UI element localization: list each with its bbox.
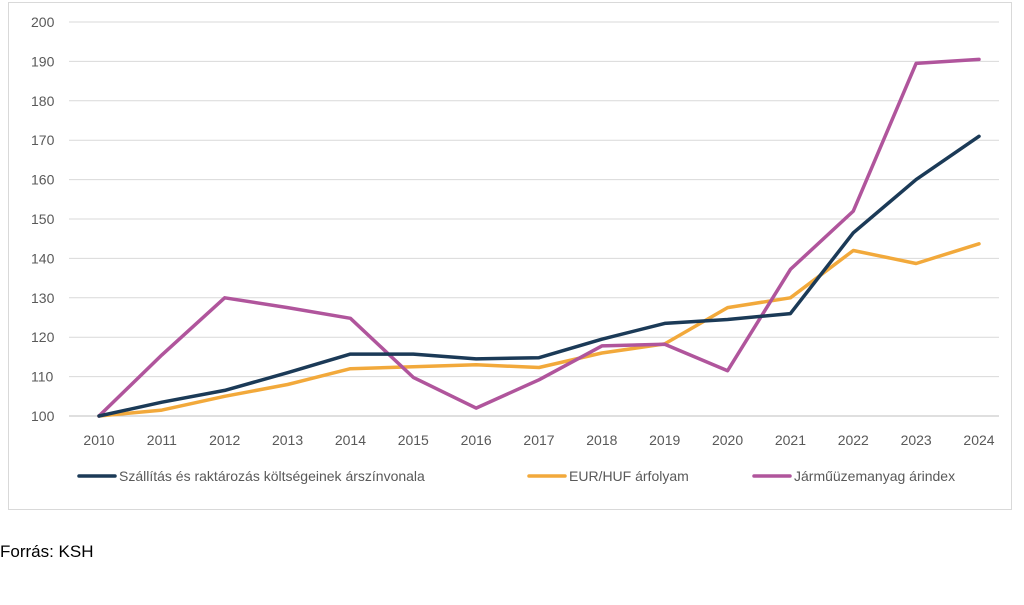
data-point-s0-2010 bbox=[98, 415, 101, 418]
data-point-s1-2014 bbox=[349, 367, 352, 370]
source-note: Forrás: KSH bbox=[0, 542, 94, 561]
data-point-s0-2011 bbox=[160, 401, 163, 404]
data-point-s1-2015 bbox=[412, 365, 415, 368]
data-point-s1-2020 bbox=[726, 306, 729, 309]
data-point-s1-2018 bbox=[600, 351, 603, 354]
x-tick-label-2023: 2023 bbox=[901, 432, 932, 448]
x-tick-label-2019: 2019 bbox=[649, 432, 680, 448]
y-tick-label-120: 120 bbox=[31, 329, 55, 345]
data-point-s1-2024 bbox=[978, 242, 981, 245]
y-tick-label-140: 140 bbox=[31, 250, 55, 266]
data-point-s0-2015 bbox=[412, 353, 415, 356]
x-tick-label-2011: 2011 bbox=[147, 432, 177, 448]
data-point-s2-2013 bbox=[286, 306, 289, 309]
data-point-s2-2017 bbox=[538, 378, 541, 381]
y-tick-label-150: 150 bbox=[31, 211, 55, 227]
data-point-s0-2020 bbox=[726, 318, 729, 321]
x-tick-label-2012: 2012 bbox=[209, 432, 240, 448]
x-tick-label-2014: 2014 bbox=[335, 432, 366, 448]
data-point-s1-2023 bbox=[915, 262, 918, 265]
data-point-s0-2016 bbox=[475, 357, 478, 360]
series-line-1 bbox=[97, 242, 981, 418]
data-point-s2-2024 bbox=[978, 58, 981, 61]
x-tick-label-2017: 2017 bbox=[523, 432, 554, 448]
y-tick-label-200: 200 bbox=[31, 14, 55, 30]
data-point-s2-2019 bbox=[663, 343, 666, 346]
x-tick-label-2015: 2015 bbox=[398, 432, 429, 448]
y-tick-label-130: 130 bbox=[31, 290, 55, 306]
data-point-s1-2022 bbox=[852, 249, 855, 252]
data-point-s0-2019 bbox=[663, 322, 666, 325]
data-point-s0-2024 bbox=[978, 135, 981, 138]
data-point-s0-2014 bbox=[349, 353, 352, 356]
legend-label-2: Járműüzemanyag árindex bbox=[794, 468, 955, 484]
x-tick-label-2018: 2018 bbox=[586, 432, 617, 448]
data-point-s2-2011 bbox=[160, 353, 163, 356]
x-tick-label-2020: 2020 bbox=[712, 432, 743, 448]
data-point-s2-2016 bbox=[475, 407, 478, 410]
y-tick-label-180: 180 bbox=[31, 93, 55, 109]
data-point-s0-2023 bbox=[915, 178, 918, 181]
data-point-s1-2013 bbox=[286, 383, 289, 386]
y-tick-label-190: 190 bbox=[31, 53, 55, 69]
data-point-s2-2020 bbox=[726, 369, 729, 372]
x-tick-label-2024: 2024 bbox=[963, 432, 994, 448]
data-point-s1-2016 bbox=[475, 363, 478, 366]
x-tick-label-2013: 2013 bbox=[272, 432, 303, 448]
data-point-s2-2023 bbox=[915, 62, 918, 65]
data-point-s0-2021 bbox=[789, 312, 792, 315]
legend-label-0: Szállítás és raktározás költségeinek árs… bbox=[119, 468, 425, 484]
line-chart: 100 110 120 130 140 150 160 170 180 190 200 2010 201… bbox=[31, 14, 999, 484]
y-tick-label-100: 100 bbox=[31, 408, 55, 424]
data-point-s0-2012 bbox=[223, 389, 226, 392]
data-point-s2-2012 bbox=[223, 296, 226, 299]
data-point-s2-2014 bbox=[349, 317, 352, 320]
y-tick-label-170: 170 bbox=[31, 132, 55, 148]
series-line-2 bbox=[97, 57, 981, 418]
y-tick-label-110: 110 bbox=[31, 369, 54, 385]
data-point-s0-2017 bbox=[538, 356, 541, 359]
data-point-s1-2017 bbox=[538, 366, 541, 369]
data-point-s1-2011 bbox=[160, 409, 163, 412]
series-line-0 bbox=[97, 134, 981, 418]
data-point-s0-2018 bbox=[600, 338, 603, 341]
data-point-s2-2018 bbox=[600, 344, 603, 347]
data-point-s1-2012 bbox=[223, 395, 226, 398]
x-tick-label-2010: 2010 bbox=[83, 432, 114, 448]
x-tick-label-2022: 2022 bbox=[838, 432, 869, 448]
data-point-s2-2021 bbox=[789, 268, 792, 271]
data-point-s0-2013 bbox=[286, 371, 289, 374]
x-tick-label-2021: 2021 bbox=[775, 432, 806, 448]
data-point-s2-2022 bbox=[852, 210, 855, 213]
x-tick-label-2016: 2016 bbox=[461, 432, 492, 448]
chart-frame: 100 110 120 130 140 150 160 170 180 190 200 2010 201… bbox=[8, 2, 1012, 510]
legend-label-1: EUR/HUF árfolyam bbox=[569, 468, 689, 484]
y-tick-label-160: 160 bbox=[31, 172, 55, 188]
data-point-s2-2015 bbox=[412, 376, 415, 379]
data-point-s0-2022 bbox=[852, 231, 855, 234]
data-point-s1-2021 bbox=[789, 296, 792, 299]
